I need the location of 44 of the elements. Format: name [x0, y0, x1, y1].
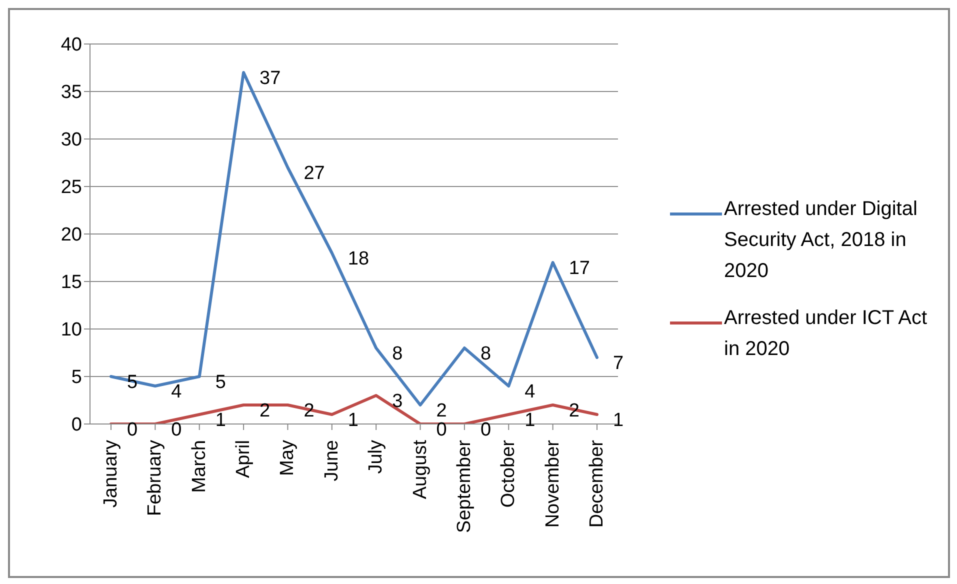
x-tick-label: September: [454, 439, 475, 533]
data-label: 1: [348, 410, 358, 431]
x-tick-label: October: [498, 439, 520, 508]
x-tick-label: March: [188, 440, 210, 493]
data-label: 18: [348, 248, 370, 270]
x-tick-label: April: [233, 440, 254, 478]
y-tick-label: 20: [60, 224, 82, 246]
data-label: 0: [127, 420, 138, 440]
y-tick-label: 5: [71, 367, 82, 388]
data-label: 1: [215, 410, 226, 431]
x-tick-label: May: [277, 440, 298, 476]
x-tick-label: July: [366, 440, 387, 474]
y-tick-label: 10: [60, 320, 82, 341]
y-tick-label: 15: [60, 272, 82, 294]
y-tick-label: 30: [60, 130, 82, 151]
legend-label: Arrested under Digital Security Act, 2018 in 2020: [724, 196, 918, 284]
data-label: 4: [171, 382, 182, 402]
y-tick-label: 35: [60, 82, 82, 104]
y-tick-label: 0: [71, 414, 82, 436]
data-label: 5: [215, 372, 226, 393]
y-tick-label: 25: [60, 177, 82, 198]
data-label: 0: [436, 420, 447, 440]
data-label: 27: [304, 163, 325, 184]
data-label: 8: [480, 344, 492, 364]
data-label: 1: [613, 410, 624, 431]
x-tick-label: November: [542, 439, 564, 528]
data-label: 17: [568, 258, 590, 279]
x-tick-label: December: [586, 439, 608, 528]
data-label: 0: [171, 420, 182, 440]
data-label: 37: [260, 68, 281, 89]
data-label: 0: [480, 420, 492, 440]
data-label: 4: [524, 382, 536, 402]
x-tick-label: February: [144, 440, 166, 516]
data-label: 7: [613, 353, 624, 374]
data-label: 2: [260, 400, 270, 422]
x-tick-label: January: [100, 440, 122, 508]
data-label: 2: [436, 400, 447, 422]
x-tick-label: August: [410, 439, 431, 500]
y-tick-label: 40: [60, 34, 82, 56]
data-label: 8: [392, 344, 403, 364]
data-label: 1: [524, 410, 536, 431]
x-tick-label: June: [321, 440, 342, 482]
legend-label: Arrested under ICT Act in 2020: [724, 306, 928, 362]
data-label: 3: [392, 391, 403, 412]
